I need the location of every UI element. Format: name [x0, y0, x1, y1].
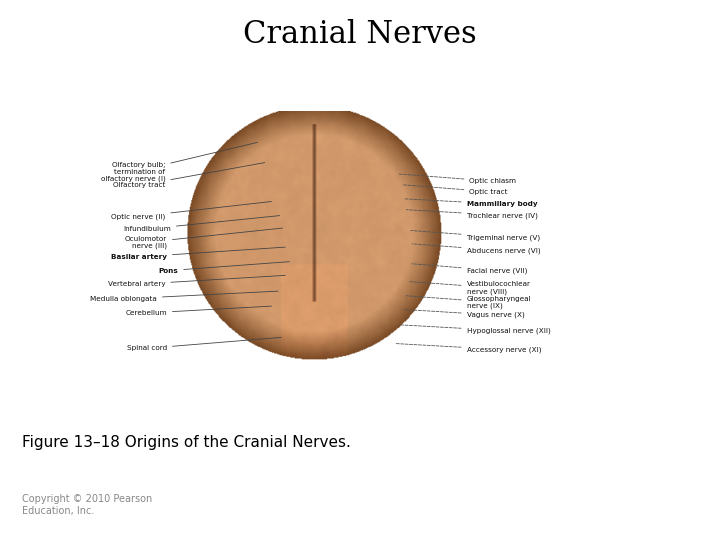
Text: Medulla oblongata: Medulla oblongata [90, 291, 278, 302]
Text: Abducens nerve (VI): Abducens nerve (VI) [412, 244, 540, 254]
Text: Vertebral artery: Vertebral artery [108, 275, 285, 287]
Text: Copyright © 2010 Pearson
Education, Inc.: Copyright © 2010 Pearson Education, Inc. [22, 494, 152, 516]
Text: Olfactory tract: Olfactory tract [113, 163, 265, 188]
Text: Spinal cord: Spinal cord [127, 338, 282, 352]
Text: Infundibulum: Infundibulum [123, 215, 280, 232]
Text: Accessory nerve (XI): Accessory nerve (XI) [395, 343, 541, 353]
Text: Facial nerve (VII): Facial nerve (VII) [412, 264, 527, 274]
Text: Basilar artery: Basilar artery [111, 247, 285, 260]
Text: Mammillary body: Mammillary body [404, 199, 537, 207]
Text: Trigeminal nerve (V): Trigeminal nerve (V) [411, 231, 540, 241]
Text: Figure 13–18 Origins of the Cranial Nerves.: Figure 13–18 Origins of the Cranial Nerv… [22, 435, 351, 450]
Text: Vestibulocochlear
nerve (VIII): Vestibulocochlear nerve (VIII) [410, 281, 531, 295]
Text: Cranial Nerves: Cranial Nerves [243, 19, 477, 50]
Text: Pons: Pons [158, 262, 289, 274]
Text: Optic chiasm: Optic chiasm [399, 174, 516, 184]
Text: Olfactory bulb;
termination of
olfactory nerve (I): Olfactory bulb; termination of olfactory… [101, 143, 258, 183]
Text: Oculomotor
nerve (III): Oculomotor nerve (III) [125, 228, 282, 249]
Text: Hypoglossal nerve (XII): Hypoglossal nerve (XII) [400, 325, 550, 334]
Text: Glossopharyngeal
nerve (IX): Glossopharyngeal nerve (IX) [406, 296, 531, 309]
Text: Trochlear nerve (IV): Trochlear nerve (IV) [406, 210, 538, 219]
Text: Optic tract: Optic tract [402, 185, 508, 194]
Text: Cerebellum: Cerebellum [125, 306, 271, 316]
Text: Optic nerve (II): Optic nerve (II) [111, 201, 271, 220]
Text: Vagus nerve (X): Vagus nerve (X) [404, 309, 524, 319]
